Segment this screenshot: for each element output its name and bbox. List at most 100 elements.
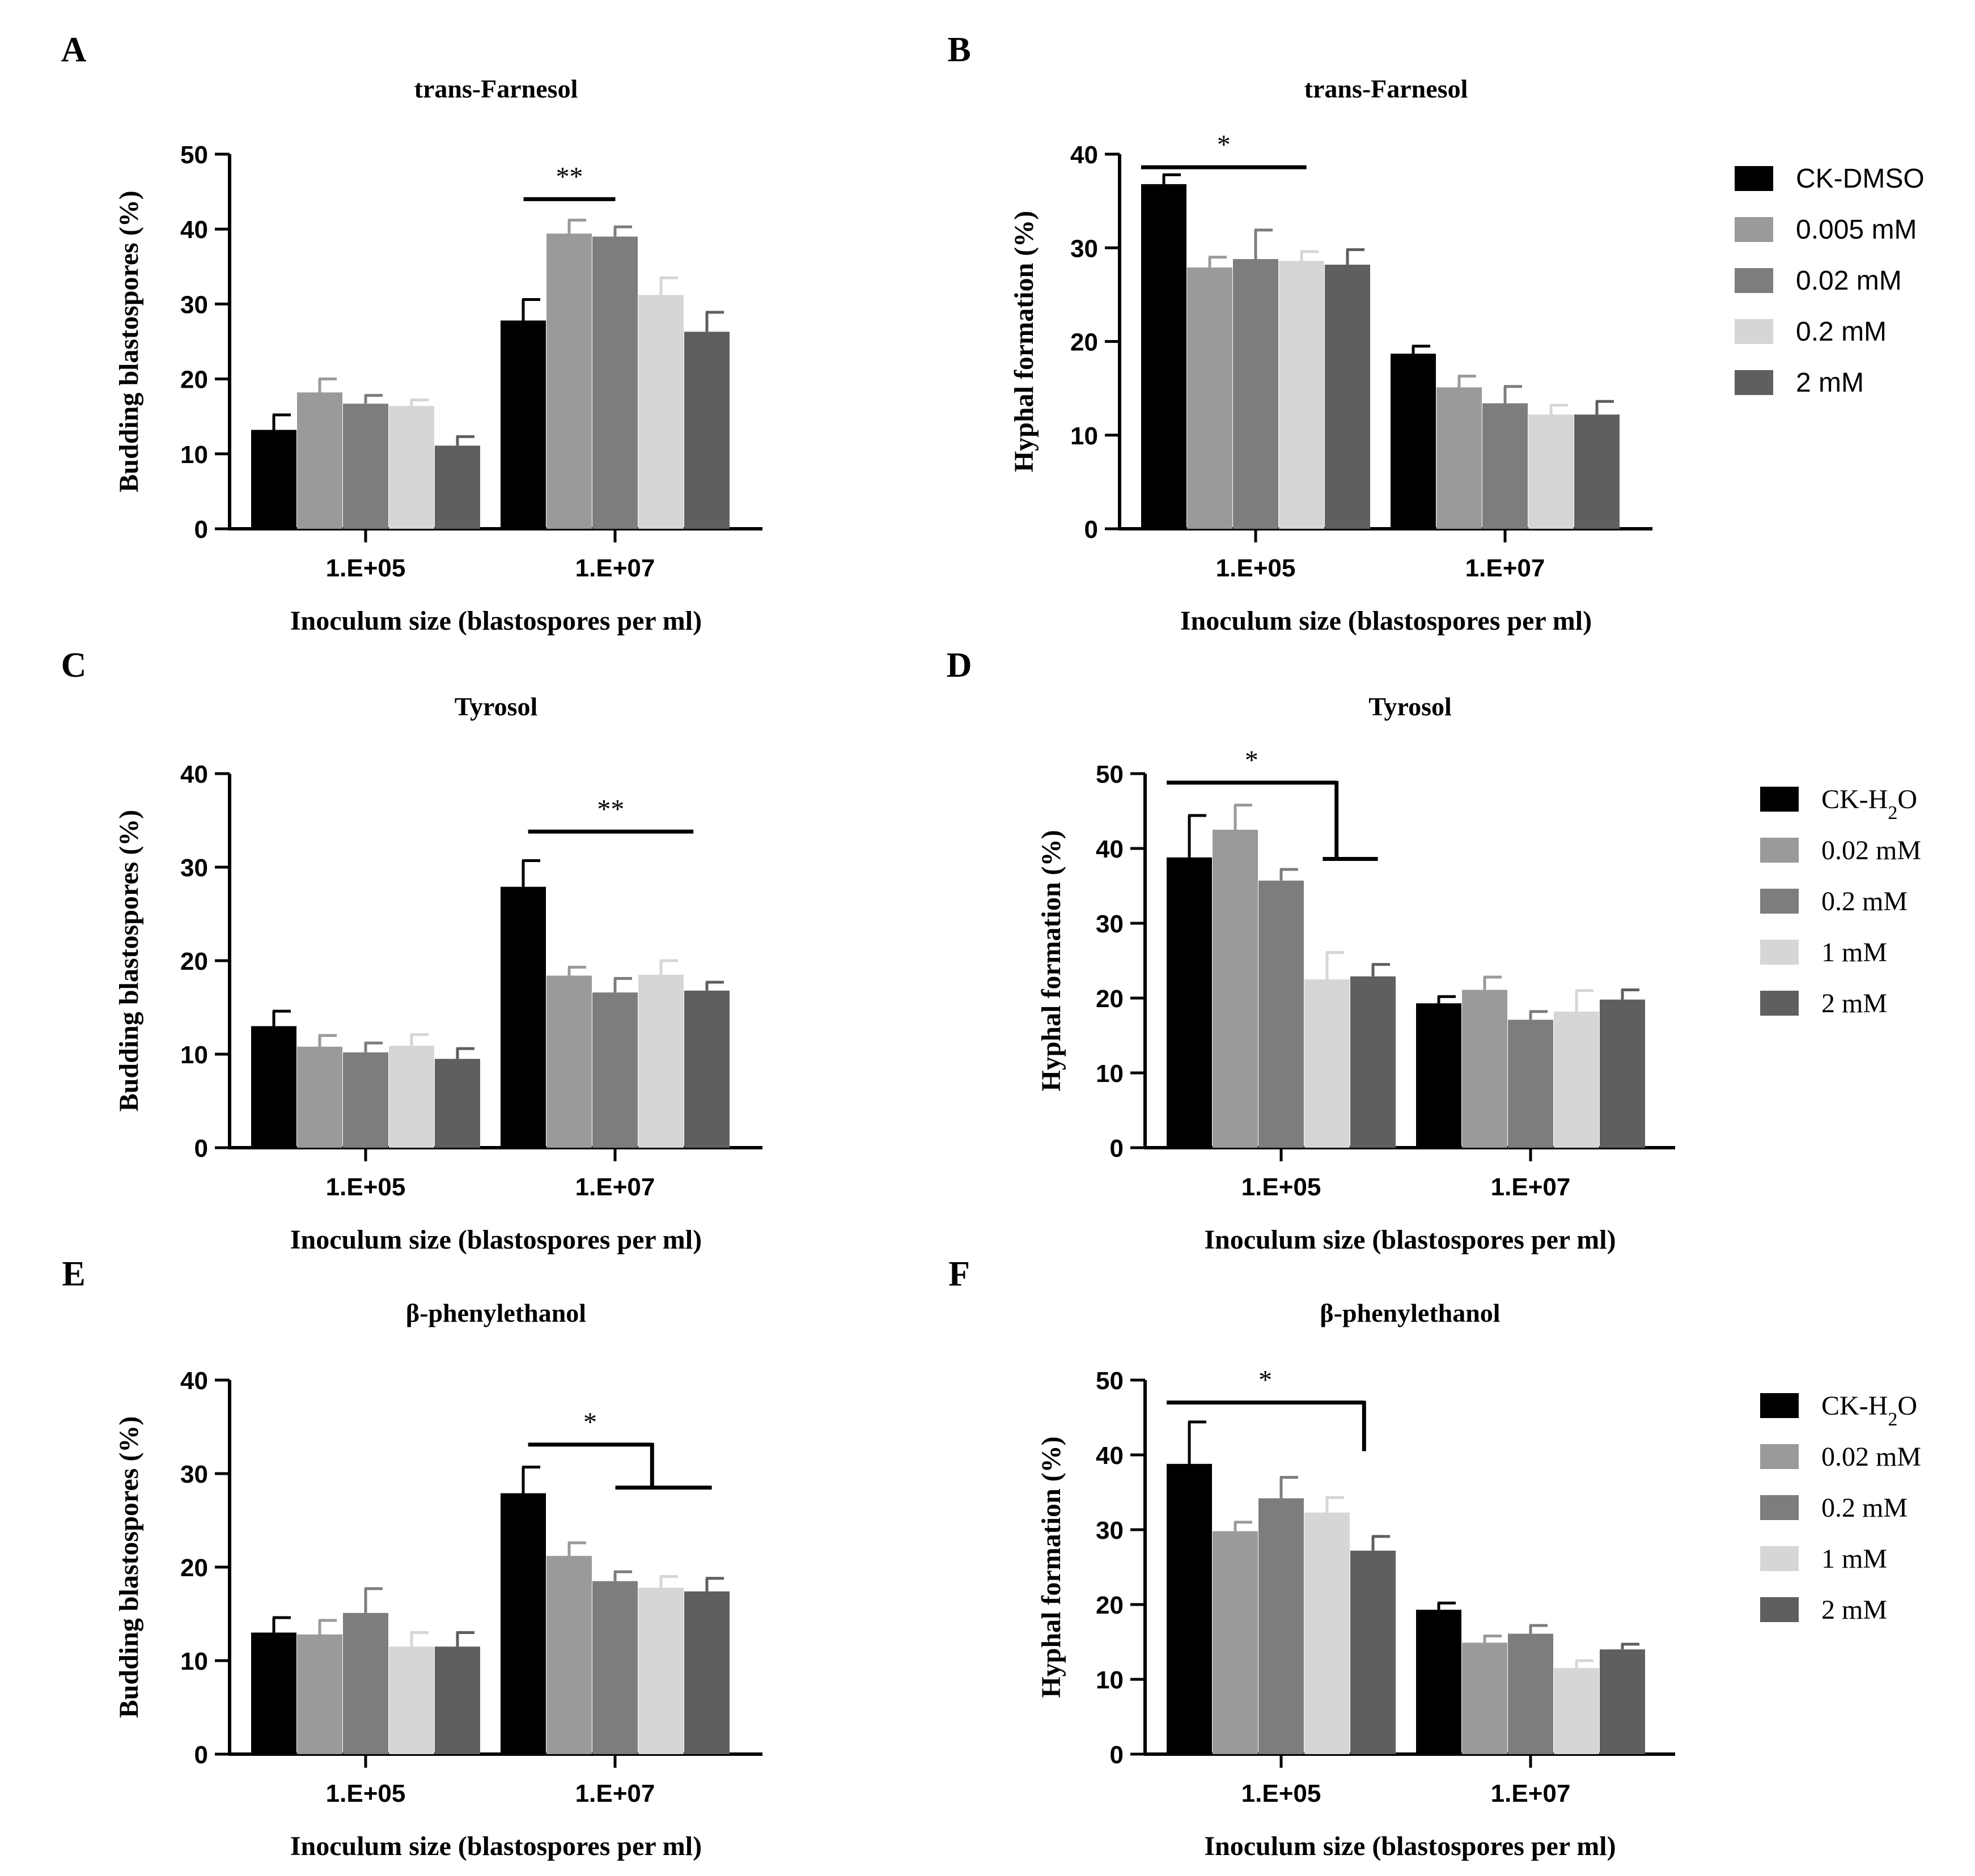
- panel-e-x-label: Inoculum size (blastospores per ml): [290, 1831, 702, 1861]
- panel-e-y-tick-label: 30: [180, 1461, 208, 1488]
- panel-b-y-label: Hyphal formation (%): [1009, 211, 1039, 472]
- panel-f-legend-label: 0.02 mM: [1821, 1442, 1921, 1472]
- panel-b-bar: [1279, 261, 1324, 529]
- panel-a-bar: [592, 236, 638, 529]
- panel-e-bar: [638, 1588, 684, 1754]
- panel-f-letter: F: [948, 1255, 970, 1293]
- panel-c-bar: [638, 974, 684, 1148]
- panel-b-title: trans-Farnesol: [1304, 74, 1468, 103]
- panel-f-legend-swatch: [1760, 1393, 1799, 1418]
- panel-b-y-tick-label: 10: [1070, 422, 1098, 450]
- panel-c-bar: [684, 990, 730, 1148]
- panel-c-significance-marker: **: [597, 794, 624, 824]
- panel-a-y-tick-label: 30: [180, 291, 208, 319]
- panel-d-bar: [1508, 1020, 1553, 1148]
- panel-f-legend-swatch: [1760, 1597, 1799, 1622]
- panel-b-bar: [1574, 414, 1620, 529]
- panel-e-letter: E: [62, 1255, 85, 1293]
- panel-e-x-tick-label: 1.E+07: [575, 1780, 655, 1807]
- panel-c-y-tick-label: 0: [194, 1135, 208, 1162]
- panel-b-significance-marker: *: [1217, 130, 1231, 160]
- panel-f-bar: [1600, 1649, 1645, 1754]
- panel-e-significance-marker: *: [583, 1407, 597, 1437]
- panel-c-x-tick-label: 1.E+05: [326, 1173, 406, 1201]
- panel-a-x-label: Inoculum size (blastospores per ml): [290, 606, 702, 636]
- panel-a-x-tick-label: 1.E+05: [326, 554, 406, 582]
- panel-f-significance-marker: *: [1258, 1365, 1272, 1395]
- panel-c-title: Tyrosol: [455, 692, 538, 721]
- panel-f-y-tick-label: 30: [1096, 1517, 1124, 1544]
- panel-e-bar: [343, 1612, 388, 1754]
- panel-c-y-tick-label: 20: [180, 948, 208, 975]
- panel-f-y-tick-label: 10: [1096, 1666, 1124, 1694]
- panel-e-title: β-phenylethanol: [406, 1298, 586, 1327]
- panel-e-bar: [251, 1632, 296, 1754]
- panel-c-bar: [435, 1059, 480, 1148]
- panel-b-bar: [1325, 264, 1370, 529]
- panel-d-legend-label: 1 mM: [1821, 937, 1887, 967]
- panel-f-legend-label: 1 mM: [1821, 1544, 1887, 1574]
- panel-e-bar: [435, 1646, 480, 1754]
- panel-e-bar: [389, 1646, 434, 1754]
- panel-d-bar: [1554, 1011, 1599, 1148]
- panel-d-bar: [1600, 999, 1645, 1148]
- panel-a-significance-marker: **: [556, 162, 583, 192]
- panel-c-letter: C: [61, 646, 87, 685]
- panel-c-bar: [343, 1052, 388, 1148]
- panel-b-legend-label: CK-DMSO: [1796, 164, 1925, 194]
- panel-a-bar: [638, 295, 684, 529]
- panel-c-bar: [501, 886, 546, 1148]
- panel-f-legend-label: CK-H2O: [1821, 1391, 1917, 1430]
- panel-d-y-tick-label: 20: [1096, 985, 1124, 1013]
- panel-d-bar: [1462, 990, 1507, 1148]
- panel-f-y-tick-label: 20: [1096, 1591, 1124, 1619]
- panel-a-x-tick-label: 1.E+07: [575, 554, 655, 582]
- panel-c-bar: [251, 1026, 296, 1148]
- panel-d-y-tick-label: 50: [1096, 761, 1124, 788]
- panel-e-y-label: Budding blastospores (%): [114, 1416, 144, 1718]
- panel-e-bar: [297, 1634, 342, 1754]
- panel-f-x-tick-label: 1.E+07: [1491, 1780, 1571, 1807]
- panel-b-x-tick-label: 1.E+05: [1216, 554, 1296, 582]
- panel-d-bar: [1213, 830, 1258, 1148]
- panel-f-legend-swatch: [1760, 1546, 1799, 1571]
- panel-e-bar: [501, 1493, 546, 1754]
- panel-a-y-tick-label: 50: [180, 141, 208, 169]
- panel-b-legend-swatch: [1735, 370, 1773, 395]
- panel-f-y-tick-label: 40: [1096, 1442, 1124, 1470]
- panel-d-legend-swatch: [1760, 889, 1799, 914]
- panel-d-significance-marker: *: [1245, 745, 1258, 775]
- panel-a-bar: [435, 445, 480, 529]
- panel-f-bar: [1416, 1610, 1461, 1754]
- panel-c-bar: [546, 975, 592, 1148]
- panel-d-legend-label: CK-H2O: [1821, 784, 1917, 824]
- panel-e-y-tick-label: 0: [194, 1741, 208, 1769]
- panel-b-legend-label: 0.2 mM: [1796, 317, 1887, 347]
- panel-b-y-tick-label: 40: [1070, 141, 1098, 169]
- panel-f-legend-label: 0.2 mM: [1821, 1493, 1908, 1523]
- panel-b-x-label: Inoculum size (blastospores per ml): [1180, 606, 1592, 636]
- panel-f-bar: [1213, 1531, 1258, 1754]
- panel-c-bar: [592, 992, 638, 1148]
- panel-a-bar: [684, 332, 730, 529]
- panel-d-y-tick-label: 10: [1096, 1060, 1124, 1088]
- panel-a-bar: [546, 234, 592, 529]
- panel-a-y-tick-label: 20: [180, 366, 208, 394]
- panel-d-legend-swatch: [1760, 838, 1799, 863]
- panel-d-legend-swatch: [1760, 940, 1799, 965]
- panel-b-y-tick-label: 30: [1070, 235, 1098, 262]
- panel-c-y-tick-label: 10: [180, 1041, 208, 1069]
- panel-f-y-label: Hyphal formation (%): [1036, 1436, 1066, 1697]
- panel-d-bar: [1304, 979, 1350, 1148]
- panel-d-letter: D: [947, 646, 972, 685]
- panel-a-bar: [501, 320, 546, 529]
- panel-a-letter: A: [61, 31, 87, 69]
- panel-d-legend-swatch: [1760, 787, 1799, 812]
- panel-c-x-tick-label: 1.E+07: [575, 1173, 655, 1201]
- panel-e-bar: [592, 1581, 638, 1754]
- panel-b-legend-swatch: [1735, 217, 1773, 242]
- panel-d-bar: [1416, 1003, 1461, 1148]
- panel-f-legend-swatch: [1760, 1444, 1799, 1469]
- panel-b-bar: [1528, 414, 1574, 529]
